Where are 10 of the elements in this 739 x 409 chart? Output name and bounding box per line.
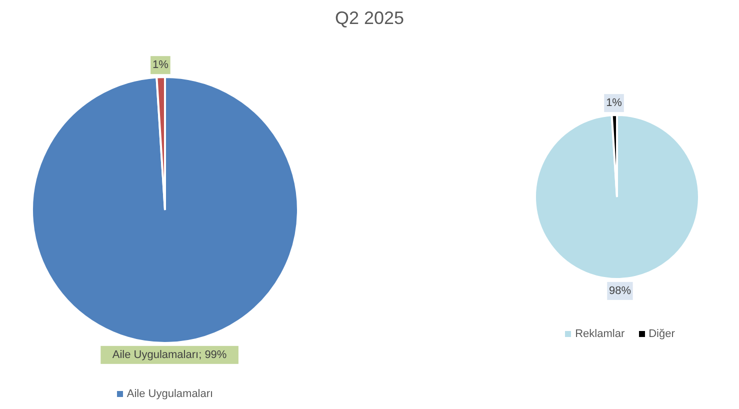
legend-label: Diğer [648,328,675,340]
data-label: 98% [608,284,632,297]
data-label: 1% [606,97,622,110]
pie-slice [534,114,700,280]
data-label: 1% [152,59,169,72]
text: Q2 2025 [334,8,406,29]
data-label: Aile Uygulamaları; 99% [112,348,227,361]
pie-slice [31,76,299,344]
legend-label: Aile Uygulamaları [126,388,214,400]
legend-label: Reklamlar [575,328,625,340]
